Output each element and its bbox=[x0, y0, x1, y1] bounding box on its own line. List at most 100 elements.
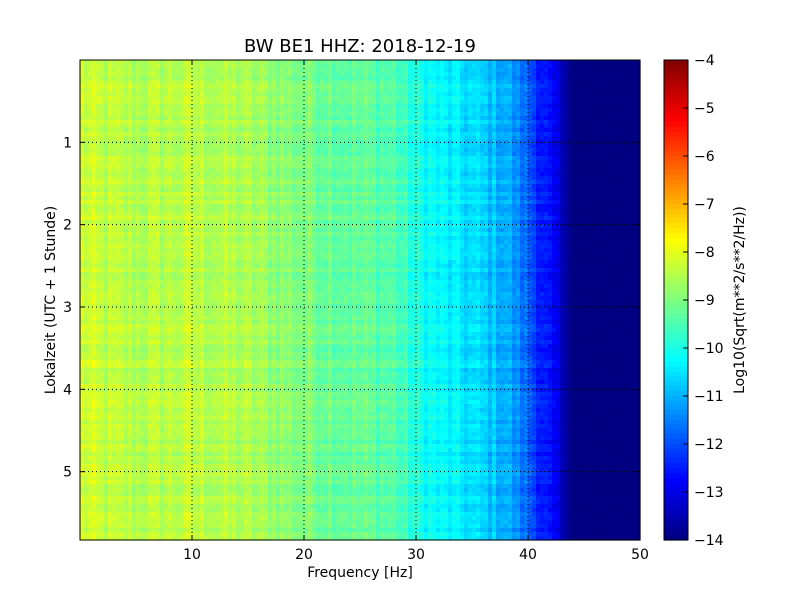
heatmap-cell bbox=[420, 124, 425, 129]
heatmap-cell bbox=[384, 76, 389, 81]
heatmap-cell bbox=[360, 192, 365, 197]
heatmap-cell bbox=[176, 148, 181, 153]
heatmap-cell bbox=[176, 136, 181, 141]
heatmap-cell bbox=[112, 112, 117, 117]
heatmap-cell bbox=[324, 76, 329, 81]
heatmap-cell bbox=[444, 124, 449, 129]
heatmap-cell bbox=[152, 72, 157, 77]
heatmap-cell bbox=[480, 80, 485, 85]
heatmap-cell bbox=[572, 128, 577, 133]
heatmap-cell bbox=[468, 124, 473, 129]
heatmap-cell bbox=[464, 164, 469, 169]
heatmap-cell bbox=[548, 76, 553, 81]
heatmap-cell bbox=[100, 184, 105, 189]
heatmap-cell bbox=[564, 140, 569, 145]
heatmap-cell bbox=[144, 116, 149, 121]
heatmap-cell bbox=[272, 100, 277, 105]
heatmap-cell bbox=[560, 164, 565, 169]
heatmap-cell bbox=[172, 92, 177, 97]
heatmap-cell bbox=[376, 140, 381, 145]
heatmap-cell bbox=[408, 64, 413, 69]
heatmap-cell bbox=[84, 80, 89, 85]
heatmap-cell bbox=[248, 148, 253, 153]
heatmap-cell bbox=[272, 192, 277, 197]
heatmap-cell bbox=[376, 60, 381, 65]
heatmap-cell bbox=[612, 100, 617, 105]
heatmap-cell bbox=[204, 88, 209, 93]
heatmap-cell bbox=[300, 132, 305, 137]
heatmap-cell bbox=[580, 96, 585, 101]
heatmap-cell bbox=[412, 76, 417, 81]
heatmap-cell bbox=[88, 188, 93, 193]
heatmap-cell bbox=[256, 112, 261, 117]
heatmap-cell bbox=[436, 184, 441, 189]
heatmap-cell bbox=[488, 100, 493, 105]
heatmap-cell bbox=[580, 112, 585, 117]
heatmap-cell bbox=[296, 112, 301, 117]
heatmap-cell bbox=[632, 88, 637, 93]
heatmap-cell bbox=[296, 132, 301, 137]
heatmap-cell bbox=[456, 108, 461, 113]
heatmap-cell bbox=[220, 168, 225, 173]
heatmap-cell bbox=[120, 160, 125, 165]
heatmap-cell bbox=[256, 192, 261, 197]
heatmap-cell bbox=[136, 200, 141, 205]
heatmap-cell bbox=[484, 120, 489, 125]
heatmap-cell bbox=[260, 160, 265, 165]
heatmap-cell bbox=[608, 120, 613, 125]
heatmap-cell bbox=[416, 112, 421, 117]
heatmap-cell bbox=[152, 172, 157, 177]
heatmap-cell bbox=[244, 144, 249, 149]
heatmap-cell bbox=[356, 192, 361, 197]
heatmap-cell bbox=[544, 192, 549, 197]
heatmap-cell bbox=[264, 164, 269, 169]
heatmap-cell bbox=[484, 176, 489, 181]
heatmap-cell bbox=[316, 72, 321, 77]
heatmap-cell bbox=[548, 176, 553, 181]
heatmap-cell bbox=[544, 112, 549, 117]
heatmap-cell bbox=[520, 124, 525, 129]
heatmap-cell bbox=[444, 168, 449, 173]
heatmap-cell bbox=[596, 84, 601, 89]
heatmap-cell bbox=[384, 192, 389, 197]
heatmap-cell bbox=[280, 188, 285, 193]
heatmap-cell bbox=[532, 76, 537, 81]
heatmap-cell bbox=[300, 164, 305, 169]
heatmap-cell bbox=[500, 196, 505, 201]
heatmap-cell bbox=[524, 72, 529, 77]
heatmap-cell bbox=[500, 64, 505, 69]
heatmap-cell bbox=[340, 124, 345, 129]
heatmap-cell bbox=[184, 196, 189, 201]
heatmap-cell bbox=[144, 76, 149, 81]
heatmap-cell bbox=[388, 100, 393, 105]
heatmap-cell bbox=[328, 156, 333, 161]
heatmap-cell bbox=[596, 120, 601, 125]
heatmap-cell bbox=[504, 116, 509, 121]
heatmap-cell bbox=[452, 144, 457, 149]
heatmap-cell bbox=[468, 140, 473, 145]
heatmap-cell bbox=[128, 152, 133, 157]
heatmap-cell bbox=[512, 184, 517, 189]
heatmap-cell bbox=[444, 192, 449, 197]
heatmap-cell bbox=[296, 192, 301, 197]
heatmap-cell bbox=[220, 80, 225, 85]
heatmap-cell bbox=[484, 104, 489, 109]
heatmap-cell bbox=[244, 176, 249, 181]
heatmap-cell bbox=[112, 132, 117, 137]
heatmap-cell bbox=[428, 156, 433, 161]
heatmap-cell bbox=[596, 140, 601, 145]
heatmap-cell bbox=[560, 152, 565, 157]
heatmap-cell bbox=[536, 188, 541, 193]
heatmap-cell bbox=[172, 140, 177, 145]
heatmap-cell bbox=[300, 84, 305, 89]
heatmap-cell bbox=[280, 80, 285, 85]
heatmap-cell bbox=[228, 108, 233, 113]
heatmap-cell bbox=[212, 116, 217, 121]
heatmap-cell bbox=[556, 180, 561, 185]
heatmap-cell bbox=[116, 60, 121, 65]
heatmap-cell bbox=[344, 168, 349, 173]
heatmap-cell bbox=[512, 84, 517, 89]
heatmap-cell bbox=[392, 116, 397, 121]
heatmap-cell bbox=[140, 172, 145, 177]
